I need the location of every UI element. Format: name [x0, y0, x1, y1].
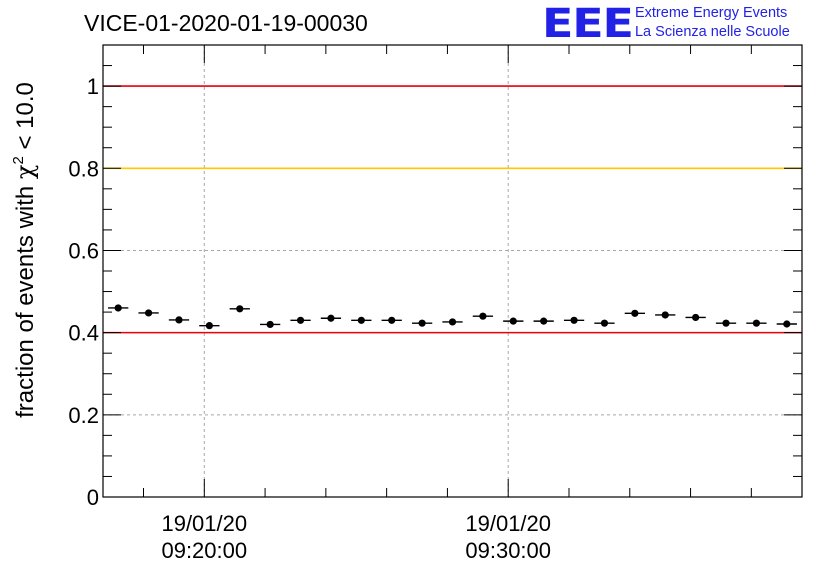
data-point: [229, 305, 250, 313]
data-point: [442, 318, 463, 326]
eee-logo: EEE Extreme Energy Events La Scienza nel…: [542, 2, 790, 46]
data-point-marker: [144, 309, 153, 317]
data-point: [655, 311, 676, 319]
data-point-marker: [540, 317, 548, 325]
data-point-marker: [692, 313, 700, 322]
y-tick-label: 0.8: [68, 156, 99, 181]
axis-ticks: [103, 44, 802, 498]
data-point-marker: [600, 319, 609, 327]
data-point-marker: [175, 316, 183, 324]
axis-labels: 00.20.40.60.8119/01/2009:20:0019/01/2009…: [68, 74, 551, 563]
data-point-marker: [418, 319, 426, 327]
data-point-marker: [357, 316, 365, 324]
data-point-marker: [205, 322, 213, 330]
y-tick-label: 0.2: [68, 403, 99, 428]
data-point: [260, 320, 281, 329]
data-point: [351, 316, 372, 324]
y-tick-label: 0.4: [68, 321, 99, 346]
data-point-marker: [570, 316, 578, 324]
data-point: [381, 316, 402, 324]
data-points: [108, 304, 797, 330]
data-point: [199, 322, 220, 330]
reference-lines: [103, 85, 802, 334]
data-point: [320, 314, 342, 322]
data-point: [503, 317, 524, 325]
data-point: [715, 319, 737, 327]
y-tick-label: 0.6: [68, 238, 99, 263]
logo-mark: EEE: [542, 1, 634, 47]
y-axis-label: fraction of events with χ2 < 10.0: [10, 82, 39, 418]
data-point: [594, 319, 615, 327]
data-point-marker: [783, 320, 791, 328]
logo-text: Extreme Energy Events La Scienza nelle S…: [635, 2, 790, 42]
data-point: [138, 309, 159, 317]
plot-frame: [102, 44, 803, 498]
data-point: [746, 319, 767, 327]
data-point-marker: [114, 304, 122, 312]
logo-line-2: La Scienza nelle Scuole: [634, 24, 790, 40]
data-point-marker: [631, 309, 639, 317]
data-point-marker: [327, 314, 335, 322]
data-point-marker: [266, 320, 274, 329]
x-tick-label-time: 09:30:00: [465, 538, 551, 563]
data-point-marker: [661, 311, 669, 319]
data-point: [533, 317, 554, 325]
data-point: [685, 313, 706, 322]
x-tick-label-time: 09:20:00: [161, 538, 247, 563]
data-point: [168, 316, 190, 324]
y-axis-label-suffix: < 10.0: [12, 82, 39, 156]
chart-title: VICE-01-2020-01-19-00030: [84, 10, 368, 36]
data-point-marker: [296, 316, 305, 324]
x-tick-label-date: 19/01/20: [465, 511, 551, 536]
data-point: [776, 320, 797, 328]
data-point-marker: [509, 317, 517, 325]
y-axis-label-sup: 2: [10, 156, 27, 164]
y-tick-label: 1: [87, 74, 99, 99]
data-point-marker: [388, 316, 396, 324]
data-point: [290, 316, 311, 324]
data-point-marker: [448, 318, 457, 326]
data-point-marker: [752, 319, 761, 327]
data-point: [472, 312, 494, 320]
data-point: [563, 316, 585, 324]
y-axis-label-prefix: fraction of events with: [12, 179, 39, 418]
data-point: [411, 319, 433, 327]
data-point: [624, 309, 645, 317]
data-point: [108, 304, 129, 312]
grid-layer: [103, 45, 802, 497]
x-tick-label-date: 19/01/20: [161, 511, 247, 536]
logo-line-1: Extreme Energy Events: [634, 5, 788, 21]
y-tick-label: 0: [87, 485, 99, 510]
data-point-marker: [722, 319, 730, 327]
data-point-marker: [236, 305, 244, 313]
y-axis-label-symbol: χ: [11, 164, 39, 179]
data-point-marker: [479, 312, 487, 320]
